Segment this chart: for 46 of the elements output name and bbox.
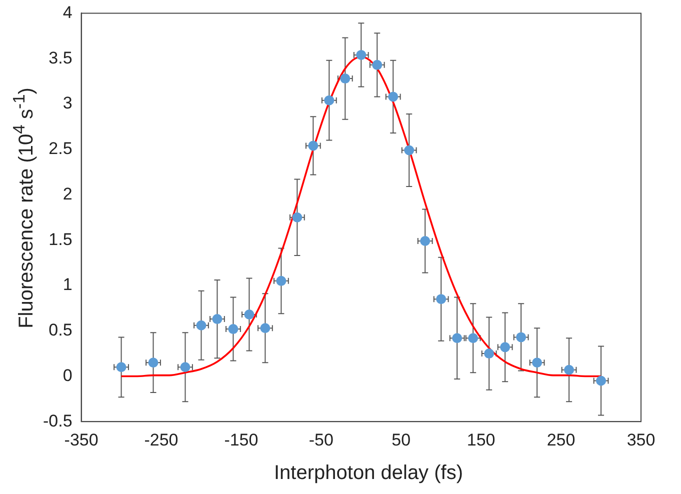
- point: [484, 348, 494, 359]
- y-tick-label: 1.5: [48, 230, 72, 249]
- point: [244, 310, 254, 320]
- y-tick-label: 0.5: [48, 320, 72, 340]
- point: [596, 376, 606, 386]
- x-tick-label: -50: [308, 430, 334, 450]
- point: [372, 60, 382, 70]
- point: [260, 323, 270, 334]
- x-tick-label: -150: [224, 430, 258, 450]
- y-tick-label: 0: [62, 366, 72, 385]
- point: [420, 236, 430, 246]
- point: [180, 362, 190, 372]
- point: [116, 362, 126, 372]
- point: [228, 324, 238, 334]
- y-tick-label: 1: [62, 275, 72, 294]
- y-tick-label: 3: [62, 94, 72, 113]
- point: [404, 145, 414, 156]
- point: [340, 74, 350, 84]
- point: [516, 332, 526, 342]
- point: [532, 358, 542, 368]
- y-tick-label: 3.5: [48, 48, 72, 68]
- point: [500, 342, 510, 352]
- x-tick-label: 150: [466, 430, 496, 450]
- x-tick-label: 350: [626, 430, 656, 450]
- point: [196, 320, 206, 330]
- point: [308, 140, 318, 151]
- point: [436, 294, 446, 304]
- x-tick-label: 50: [392, 430, 411, 450]
- x-tick-label: -350: [64, 430, 98, 450]
- x-tick-label: -250: [144, 430, 178, 450]
- point: [324, 95, 334, 106]
- y-tick-label: 2.5: [48, 139, 72, 158]
- point: [564, 364, 574, 375]
- point: [292, 212, 302, 222]
- point: [356, 50, 366, 60]
- point: [468, 333, 478, 344]
- point: [148, 358, 158, 368]
- point: [452, 333, 462, 344]
- point: [388, 92, 398, 102]
- x-tick-label: 250: [546, 430, 576, 450]
- y-tick-label: 4: [62, 2, 72, 22]
- point: [276, 276, 286, 286]
- x-axis-title: Interphoton delay (fs): [273, 462, 464, 485]
- y-tick-label: -0.5: [42, 411, 72, 430]
- y-tick-label: 2: [62, 184, 72, 204]
- point: [212, 314, 222, 324]
